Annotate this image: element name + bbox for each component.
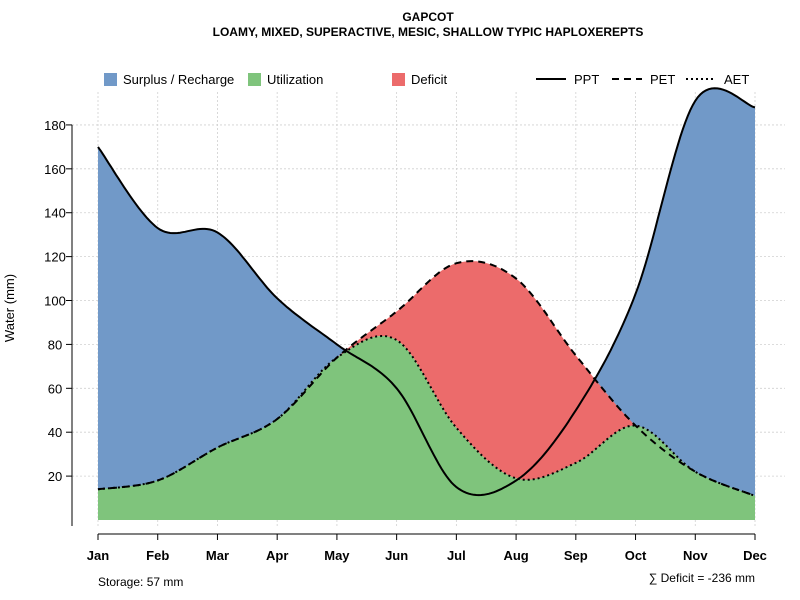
legend-label-ppt: PPT	[574, 72, 599, 87]
y-tick-label: 180	[44, 118, 66, 133]
y-tick-label: 100	[44, 294, 66, 309]
legend-label-aet: AET	[724, 72, 749, 87]
x-tick-label: Jun	[385, 548, 408, 563]
y-tick-label: 120	[44, 250, 66, 265]
x-tick-label: Dec	[743, 548, 767, 563]
legend-label-surplus: Surplus / Recharge	[123, 72, 234, 87]
legend-swatch-utilization	[248, 73, 261, 86]
y-tick-label: 20	[48, 469, 62, 484]
legend-label-utilization: Utilization	[267, 72, 323, 87]
y-tick-label: 160	[44, 162, 66, 177]
chart-subtitle: LOAMY, MIXED, SUPERACTIVE, MESIC, SHALLO…	[213, 25, 644, 39]
y-tick-label: 40	[48, 425, 62, 440]
legend-label-pet: PET	[650, 72, 675, 87]
x-tick-label: Mar	[206, 548, 229, 563]
legend-swatch-surplus	[104, 73, 117, 86]
y-tick-label: 80	[48, 337, 62, 352]
axes: 20 40 60 80 100 120 140 160 180 Jan Feb Mar Apr May Ju…	[44, 118, 767, 563]
y-tick-label: 140	[44, 206, 66, 221]
x-tick-label: May	[324, 548, 350, 563]
x-tick-label: Jul	[447, 548, 466, 563]
x-tick-label: Sep	[564, 548, 588, 563]
chart-title: GAPCOT	[402, 10, 454, 24]
x-tick-label: Oct	[625, 548, 647, 563]
y-tick-label: 60	[48, 381, 62, 396]
x-tick-label: Nov	[683, 548, 708, 563]
plot-lines	[97, 87, 756, 497]
y-axis-label: Water (mm)	[2, 274, 17, 342]
chart-legend: Surplus / Recharge Utilization Deficit P…	[104, 72, 749, 87]
storage-label: Storage: 57 mm	[98, 575, 183, 589]
area-utilization	[98, 336, 755, 520]
x-tick-label: Feb	[146, 548, 169, 563]
x-tick-label: Jan	[87, 548, 109, 563]
x-tick-label: Aug	[503, 548, 528, 563]
series-line-ppt	[97, 87, 756, 497]
deficit-label: ∑ Deficit = -236 mm	[649, 571, 755, 585]
legend-label-deficit: Deficit	[411, 72, 448, 87]
plot-areas	[98, 88, 755, 521]
x-tick-label: Apr	[266, 548, 288, 563]
series-line-pet	[97, 260, 756, 497]
legend-swatch-deficit	[392, 73, 405, 86]
